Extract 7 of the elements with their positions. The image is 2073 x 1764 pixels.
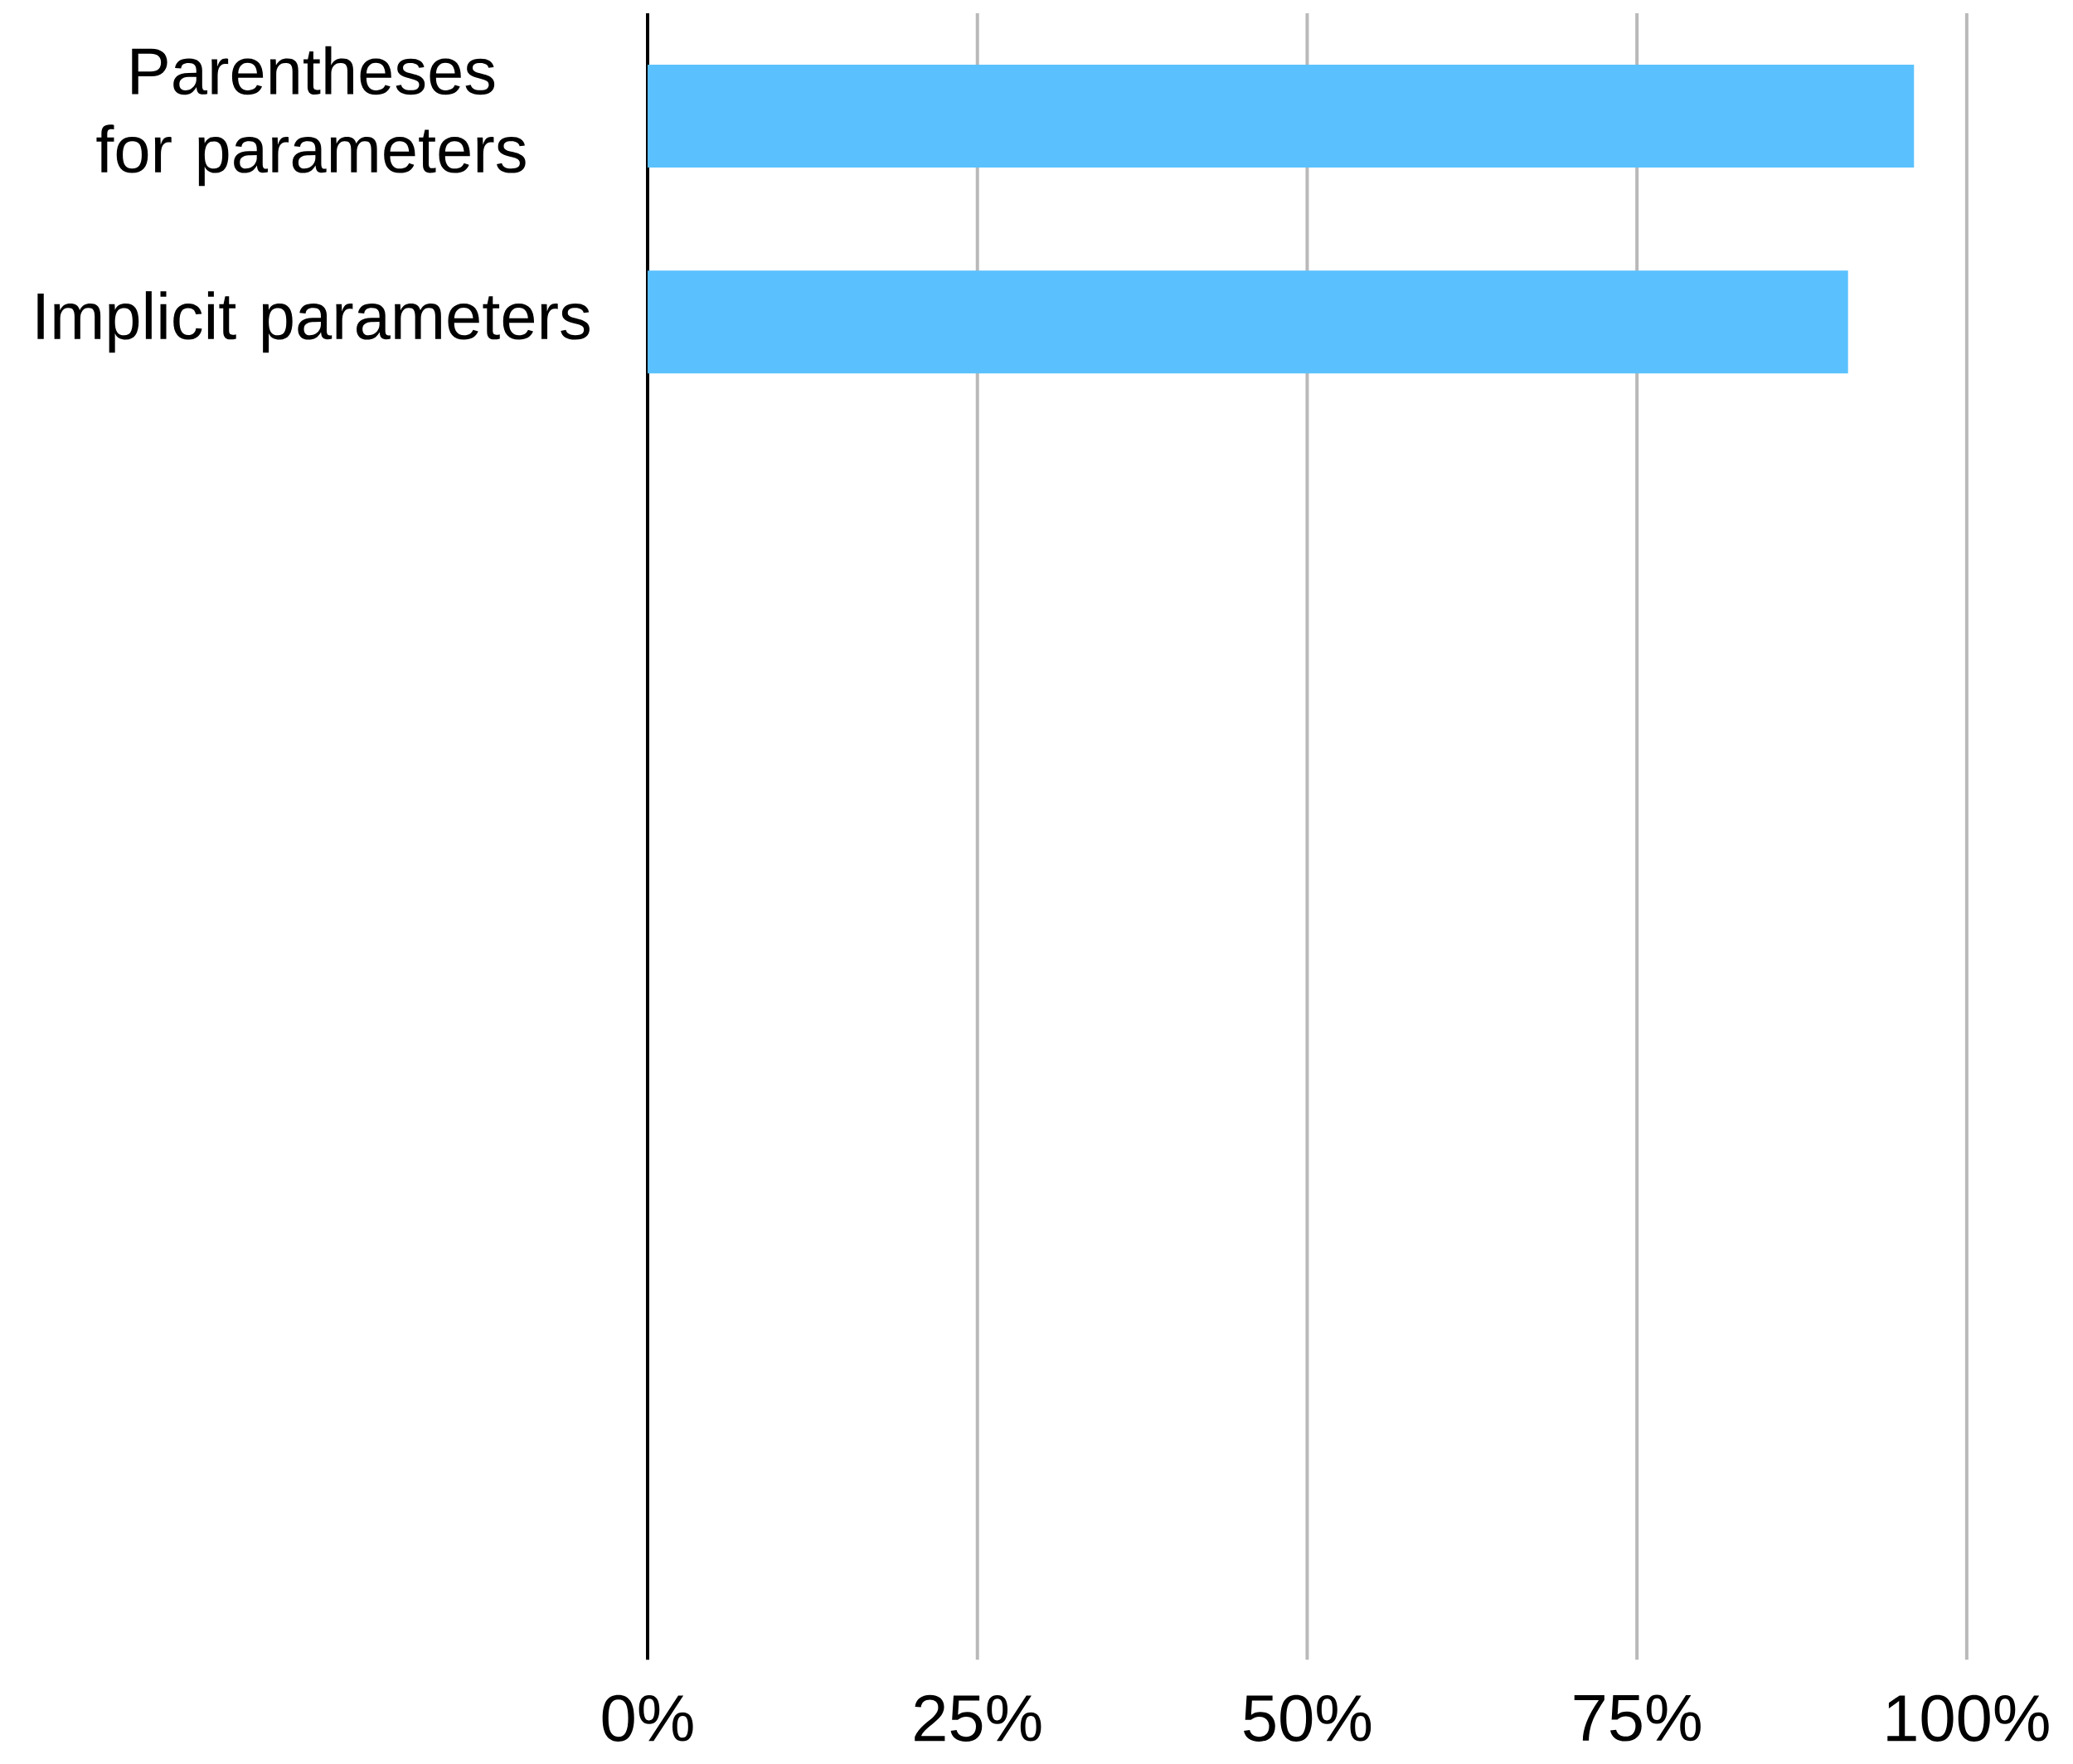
x-tick-label: 50% [1244, 1694, 1371, 1742]
x-tick-label: 75% [1574, 1694, 1701, 1742]
x-tick-label: 100% [1887, 1694, 2049, 1742]
y-tick-label: Implicit parameters [37, 290, 590, 353]
x-tick-label: 25% [915, 1694, 1041, 1742]
y-tick-label: Parentheses for parameters [96, 46, 526, 187]
x-tick-label: 0% [602, 1694, 693, 1742]
